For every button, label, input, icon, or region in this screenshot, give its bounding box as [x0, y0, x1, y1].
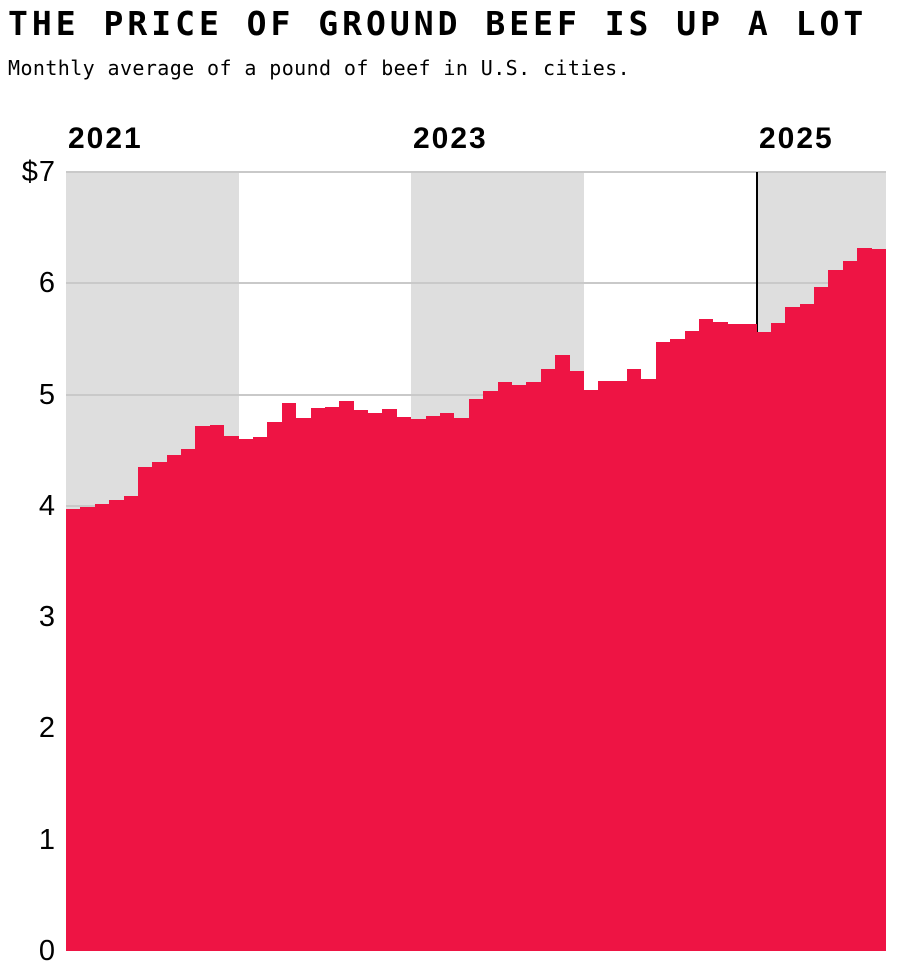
price-bar [713, 322, 728, 951]
price-bar [397, 417, 411, 951]
price-bar [800, 304, 814, 951]
price-bar [339, 401, 354, 951]
price-bar [253, 437, 267, 951]
price-bar [411, 419, 426, 951]
price-bar [354, 410, 368, 951]
price-bar [627, 369, 641, 951]
price-bar [728, 324, 742, 951]
price-bar [152, 462, 167, 951]
price-bar [641, 379, 656, 951]
price-bar [167, 455, 181, 951]
price-bar [181, 449, 195, 951]
price-bar [382, 409, 397, 951]
price-bar [282, 403, 296, 951]
x-axis-year-label: 2023 [413, 122, 488, 155]
price-bar [541, 369, 555, 951]
price-bar [80, 507, 95, 951]
price-bar [584, 390, 598, 951]
y-axis-tick-label: 6 [38, 267, 56, 299]
price-bar [109, 500, 124, 951]
chart-title: THE PRICE OF GROUND BEEF IS UP A LOT [8, 4, 868, 43]
price-bar [685, 331, 699, 951]
price-bar [526, 382, 541, 951]
price-bar [843, 261, 857, 951]
price-bar [814, 287, 828, 951]
price-bar [828, 270, 843, 951]
price-bar [224, 436, 239, 951]
price-bar [483, 391, 498, 951]
price-bar [368, 413, 382, 951]
price-bar [267, 422, 282, 951]
price-bar [296, 418, 311, 951]
chart-subtitle: Monthly average of a pound of beef in U.… [8, 56, 631, 80]
y-axis-tick-label: 1 [38, 824, 56, 856]
x-axis-year-label: 2021 [68, 122, 143, 155]
price-bar [66, 509, 80, 951]
price-bar [325, 407, 339, 951]
y-axis-tick-label: 2 [38, 712, 56, 744]
price-bar [555, 355, 570, 951]
price-bar [656, 342, 670, 951]
price-bar [771, 323, 785, 951]
price-bar [195, 426, 210, 951]
price-bar [239, 439, 253, 951]
price-bar [785, 307, 800, 951]
y-axis-tick-label: 4 [38, 490, 56, 522]
price-bar [210, 425, 224, 951]
price-bar [426, 416, 440, 951]
price-bar [138, 467, 152, 951]
price-bar [857, 248, 872, 951]
gridline-6 [66, 282, 886, 284]
price-bar [498, 382, 512, 951]
price-bar [454, 418, 469, 951]
price-bar [699, 319, 713, 951]
price-bar [613, 381, 627, 951]
price-bar [742, 324, 757, 951]
price-bar [512, 385, 526, 951]
price-bar [311, 408, 325, 951]
gridline-7 [66, 171, 886, 173]
price-bar [670, 339, 685, 951]
price-bar [872, 249, 886, 951]
x-axis-year-label: 2025 [759, 122, 834, 155]
y-axis-tick-label: 0 [38, 935, 56, 967]
y-axis-tick-label: 3 [38, 601, 56, 633]
y-axis-tick-label: 5 [38, 379, 56, 411]
price-bar [570, 371, 584, 951]
price-bar [598, 381, 613, 951]
y-axis-tick-label: $7 [21, 156, 56, 188]
price-bar [469, 399, 483, 951]
price-bar [440, 413, 454, 951]
price-bar [95, 504, 109, 951]
price-bar [124, 496, 138, 951]
price-bar [757, 332, 771, 951]
gridline-5 [66, 394, 886, 396]
